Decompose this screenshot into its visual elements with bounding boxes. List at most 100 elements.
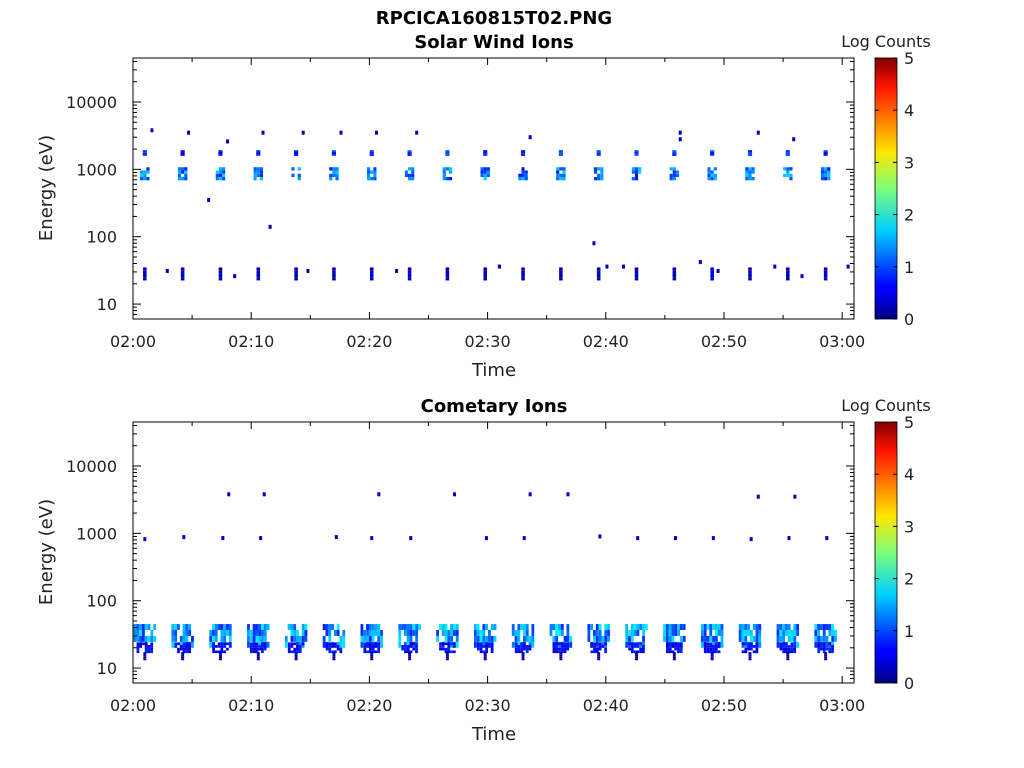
spectrogram-cell xyxy=(796,629,800,636)
spectrogram-cell xyxy=(823,154,828,156)
colorbar-label: Log Counts xyxy=(841,32,931,51)
spectrogram-cell xyxy=(188,647,191,651)
spectrogram-cell xyxy=(342,629,346,636)
spectrogram-cell xyxy=(786,167,790,171)
spectrogram-cell xyxy=(782,635,786,642)
spectrogram-cell xyxy=(596,270,601,274)
spectrogram-cell xyxy=(755,629,759,636)
spectrogram-cell xyxy=(755,635,759,642)
spectrogram-data xyxy=(140,128,850,281)
spectrogram-cell xyxy=(674,642,678,646)
spectrogram-cell xyxy=(214,624,218,630)
spectrogram-cell xyxy=(332,652,336,655)
spectrogram-cell xyxy=(259,167,264,171)
spectrogram-cell xyxy=(442,173,446,178)
spectrogram-cell xyxy=(523,629,526,636)
y-tick-label: 10 xyxy=(97,659,117,678)
spectrogram-cell xyxy=(597,167,601,171)
spectrogram-cell xyxy=(220,629,224,636)
spectrogram-cell xyxy=(679,624,683,630)
spectrogram-point xyxy=(792,137,796,142)
spectrogram-cell xyxy=(181,654,185,657)
spectrogram-cell xyxy=(140,177,144,181)
spectrogram-cell xyxy=(452,645,456,648)
spectrogram-cell xyxy=(514,645,518,648)
colorbar-ticks: 0 1 2 3 4 5 xyxy=(875,413,914,693)
spectrogram-cell xyxy=(150,629,154,636)
spectrogram-cell xyxy=(332,273,336,278)
spectrogram-cell xyxy=(180,277,185,281)
spectrogram-cell xyxy=(793,645,797,648)
spectrogram-cell xyxy=(779,635,783,642)
spectrogram-cell xyxy=(298,641,302,648)
spectrogram-cell xyxy=(371,647,375,651)
spectrogram-cell xyxy=(720,629,724,636)
spectrogram-cell xyxy=(360,641,364,648)
spectrogram-cell xyxy=(366,624,369,630)
spectrogram-cell xyxy=(642,624,645,630)
spectrogram-cell xyxy=(225,647,229,651)
spectrogram-cell xyxy=(822,642,826,646)
spectrogram-cell xyxy=(738,629,742,636)
spectrogram-cell xyxy=(827,167,831,171)
spectrogram-cell xyxy=(712,624,715,630)
spectrogram-cell xyxy=(823,151,828,154)
spectrogram-cell xyxy=(672,277,677,281)
spectrogram-cell xyxy=(521,170,525,174)
spectrogram-cell xyxy=(182,642,186,646)
spectrogram-cell xyxy=(634,270,639,274)
spectrogram-point xyxy=(409,536,413,541)
spectrogram-cell xyxy=(476,642,480,646)
spectrogram-cell xyxy=(380,635,383,642)
spectrogram-cell xyxy=(406,635,410,642)
spectrogram-cell xyxy=(607,629,610,636)
spectrogram-cell xyxy=(144,642,148,646)
spectrogram-cell xyxy=(563,645,567,648)
spectrogram-cell xyxy=(445,654,449,657)
spectrogram-cell xyxy=(569,635,573,642)
spectrogram-cell xyxy=(679,635,683,642)
x-tick-label: 02:10 xyxy=(228,332,274,351)
spectrogram-cell xyxy=(181,170,185,174)
spectrogram-cell xyxy=(824,656,828,659)
spectrogram-cell xyxy=(674,624,678,630)
spectrogram-cell xyxy=(150,642,154,646)
spectrogram-cell xyxy=(524,177,528,181)
spectrogram-cell xyxy=(177,647,180,651)
spectrogram-cell xyxy=(181,652,185,655)
spectrogram-cell xyxy=(712,650,715,654)
spectrogram-cell xyxy=(786,654,790,657)
spectrogram-cell xyxy=(634,154,639,156)
spectrogram-cell xyxy=(142,154,147,156)
spectrogram-cell xyxy=(377,629,381,636)
spectrogram-cell xyxy=(782,650,786,654)
spectrogram-cell xyxy=(450,629,454,636)
spectrogram-cell xyxy=(714,647,718,651)
spectrogram-cell xyxy=(671,645,675,648)
spectrogram-cell xyxy=(297,173,301,178)
spectrogram-cell xyxy=(294,151,299,154)
spectrogram-cell xyxy=(710,656,714,659)
spectrogram-cell xyxy=(412,647,416,651)
spectrogram-cell xyxy=(448,167,453,171)
spectrogram-cell xyxy=(139,624,143,630)
spectrogram-cell xyxy=(563,635,567,642)
spectrogram-cell xyxy=(755,645,759,648)
spectrogram-cell xyxy=(328,624,332,630)
spectrogram-cell xyxy=(253,167,257,171)
panel-title: Solar Wind Ions xyxy=(414,32,573,53)
spectrogram-cell xyxy=(521,267,525,271)
spectrogram-cell xyxy=(511,629,515,636)
spectrogram-cell xyxy=(600,177,604,181)
spectrogram-cell xyxy=(672,152,677,155)
spectrogram-cell xyxy=(672,154,677,156)
spectrogram-cell xyxy=(748,654,752,657)
spectrogram-cell xyxy=(331,645,334,648)
spectrogram-cell xyxy=(325,642,329,646)
spectrogram-cell xyxy=(712,647,715,651)
x-axis-label: Time xyxy=(471,360,516,381)
spectrogram-cell xyxy=(635,654,638,657)
spectrogram-cell xyxy=(250,647,253,651)
spectrogram-cell xyxy=(325,645,329,648)
spectrogram-cell xyxy=(490,647,494,651)
